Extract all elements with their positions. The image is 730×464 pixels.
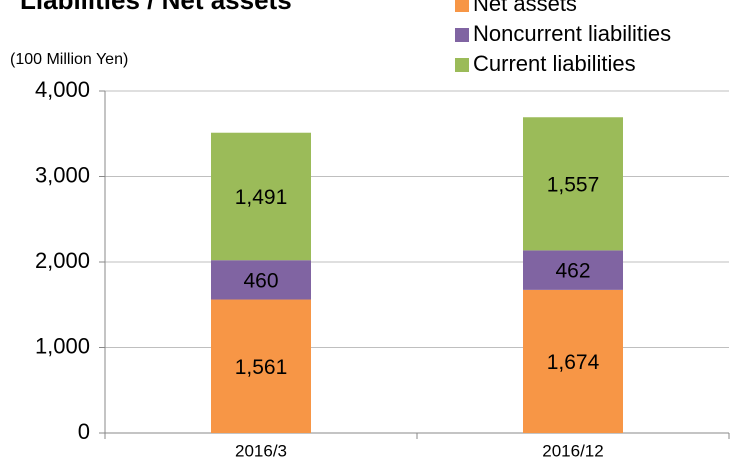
y-tick-label: 3,000: [35, 162, 90, 187]
legend-swatch: [455, 0, 469, 12]
legend-label: Net assets: [473, 0, 577, 16]
data-label: 1,674: [547, 351, 600, 374]
bar-segment: [523, 289, 623, 433]
data-label: 460: [243, 269, 278, 292]
legend-label: Noncurrent liabilities: [473, 21, 671, 46]
y-tick-label: 2,000: [35, 248, 90, 273]
y-tick-label: 4,000: [35, 77, 90, 102]
data-label: 462: [555, 260, 590, 283]
y-tick-label: 1,000: [35, 333, 90, 358]
bar-segment: [523, 117, 623, 251]
x-tick-label: 2016/3: [235, 441, 287, 460]
data-label: 1,557: [547, 173, 600, 196]
bar-segment: [211, 260, 311, 300]
bar-segment: [523, 250, 623, 290]
y-tick-label: 0: [78, 419, 90, 444]
bar-segment: [211, 299, 311, 433]
legend-swatch: [455, 58, 469, 72]
legend-swatch: [455, 28, 469, 42]
data-label: 1,491: [235, 186, 288, 209]
data-label: 1,561: [235, 356, 288, 379]
x-tick-label: 2016/12: [542, 441, 603, 460]
chart-title: Liabilities / Net assets: [20, 0, 292, 15]
legend-label: Current liabilities: [473, 51, 636, 76]
bar-segment: [211, 132, 311, 261]
y-axis-label: (100 Million Yen): [10, 51, 128, 68]
